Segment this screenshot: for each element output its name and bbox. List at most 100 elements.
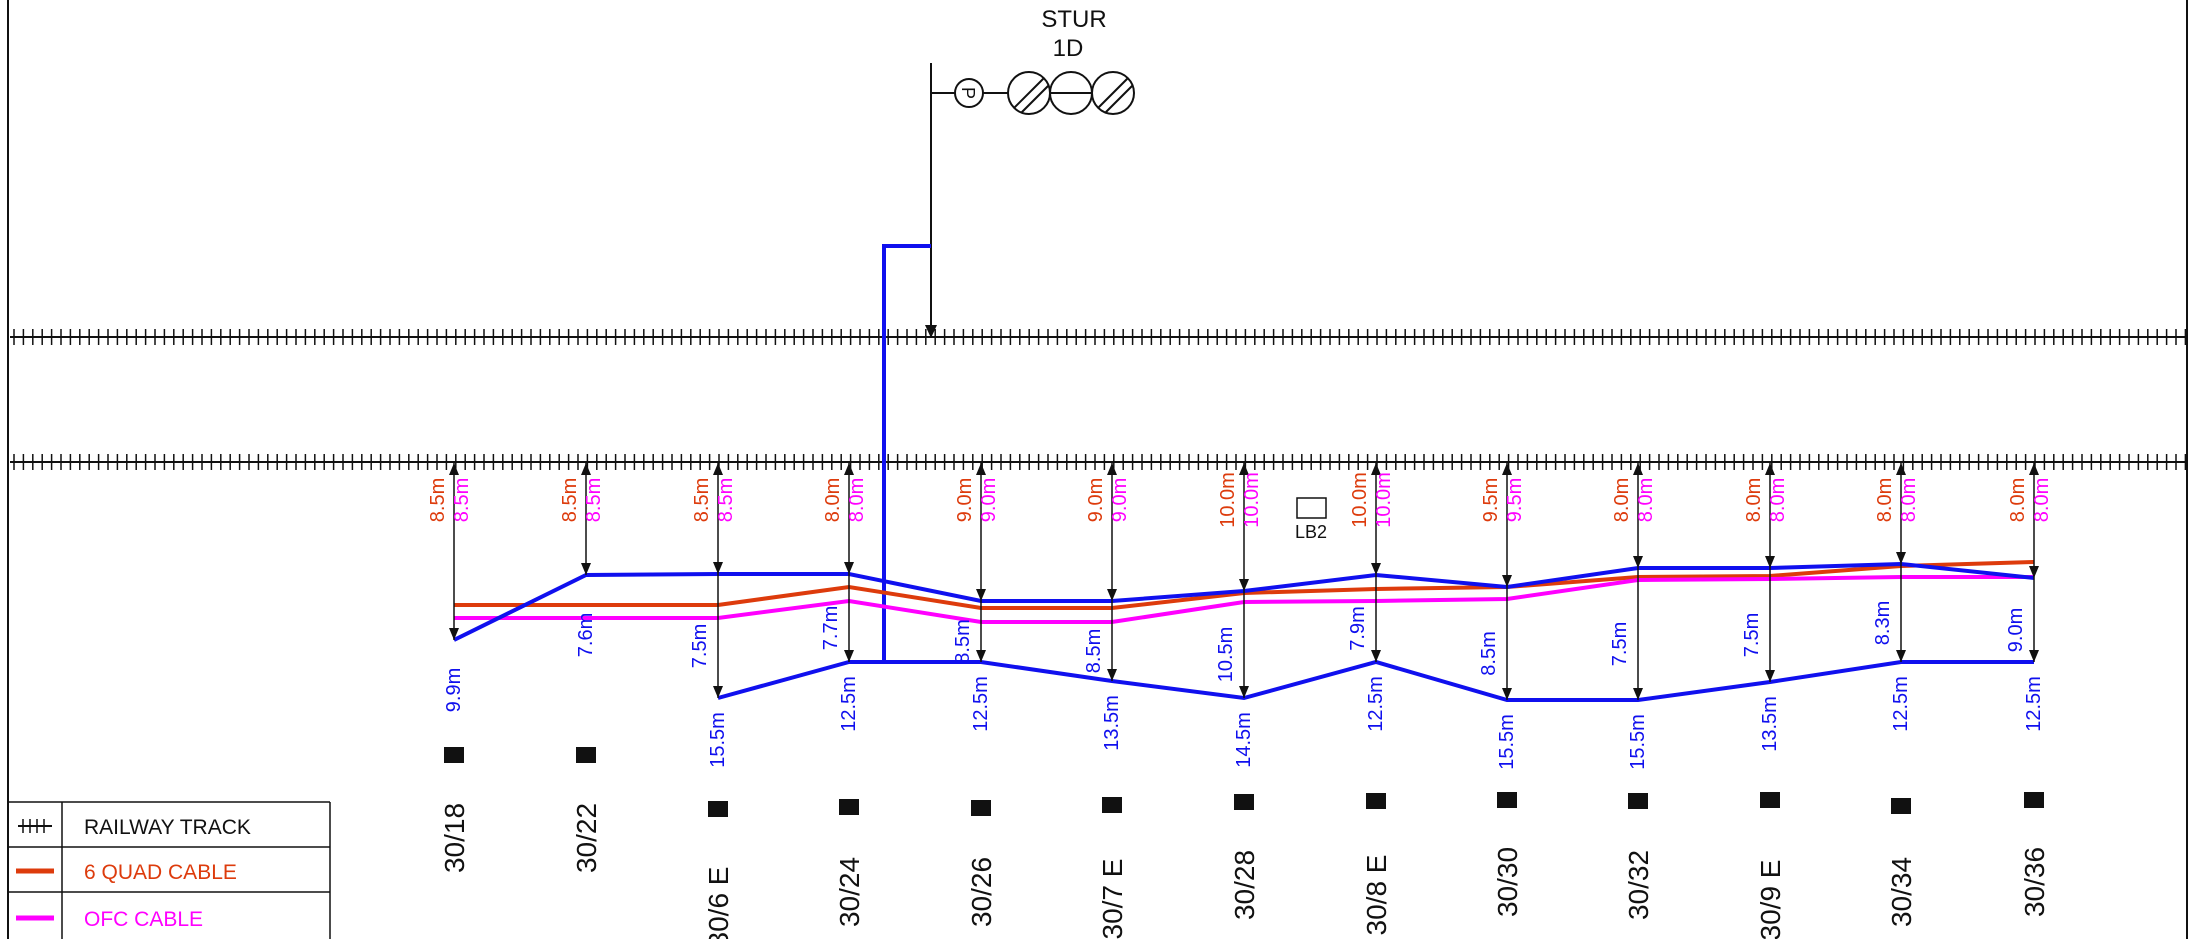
quad-offset-label: 8.5m — [691, 478, 713, 522]
lower-offset-label: 8.3m — [1872, 601, 1894, 645]
quad-offset-label: 9.0m — [1085, 478, 1107, 522]
signal-post-arrow — [925, 325, 937, 338]
arrow-head-up — [1633, 463, 1643, 475]
arrow-head-up — [713, 463, 723, 475]
dimension-group-1: 8.5m 8.5m 7.6m — [559, 463, 605, 657]
arrow-head-up — [1896, 463, 1906, 475]
far-offset-label: 15.5m — [1627, 714, 1649, 770]
location-box-label: LB2 — [1295, 522, 1327, 542]
dimension-group-12: 8.0m 8.0m 9.0m 12.5m — [2005, 463, 2053, 732]
arrow-head-up — [844, 463, 854, 475]
lower-offset-label: 7.5m — [1609, 622, 1631, 666]
far-offset-label: 14.5m — [1233, 712, 1255, 768]
arrow-head-down — [1633, 688, 1643, 700]
railway-track-upper — [10, 329, 2187, 345]
mast-icon — [1102, 797, 1122, 813]
ofc-offset-label: 8.0m — [1767, 478, 1789, 522]
quad-offset-label: 8.0m — [1611, 478, 1633, 522]
arrow-head-down — [1765, 556, 1775, 568]
lower-offset-label: 8.5m — [952, 619, 974, 663]
dimension-group-3: 8.0m 8.0m 7.7m 12.5m — [820, 463, 868, 732]
quad-offset-label: 8.5m — [559, 478, 581, 522]
far-offset-label: 15.5m — [1496, 714, 1518, 770]
ofc-offset-label: 8.5m — [583, 478, 605, 522]
arrow-head-down — [1502, 688, 1512, 700]
arrow-head-down — [1502, 575, 1512, 587]
mast-icon — [839, 799, 859, 815]
mast-1: 30/22 — [571, 747, 602, 873]
legend-track-symbol — [18, 819, 52, 833]
lower-offset-label: 10.5m — [1215, 627, 1237, 683]
arrow-head-down — [713, 562, 723, 574]
lower-offset-label: 7.9m — [1347, 606, 1369, 650]
location-box-icon — [1296, 497, 1327, 519]
mast-4: 30/26 — [966, 800, 997, 927]
mast-10: 30/9 E — [1755, 792, 1786, 940]
arrow-head-down — [1107, 669, 1117, 681]
p-marker-letter: P — [958, 87, 978, 99]
far-offset-label: 12.5m — [970, 676, 992, 732]
lower-offset-label: 7.5m — [1741, 613, 1763, 657]
arrow-head-down — [713, 686, 723, 698]
mast-id-label: 30/36 — [2019, 847, 2050, 917]
ofc-offset-label: 10.0m — [1373, 472, 1395, 528]
legend: RAILWAY TRACK 6 QUAD CABLE OFC CABLE — [8, 801, 331, 939]
mast-icon — [1891, 798, 1911, 814]
quad-offset-label: 9.0m — [954, 478, 976, 522]
mast-icon — [1366, 793, 1386, 809]
ofc-offset-label: 8.5m — [451, 478, 473, 522]
arrow-head-down — [1896, 650, 1906, 662]
mast-id-label: 30/26 — [966, 857, 997, 927]
mast-id-label: 30/30 — [1492, 847, 1523, 917]
mast-icon — [1497, 792, 1517, 808]
arrow-head-down — [1633, 556, 1643, 568]
signal-stur-1d: STUR 1D P — [925, 6, 1135, 338]
mast-icon — [1234, 794, 1254, 810]
mast-2: 30/6 E — [703, 801, 734, 944]
ofc-offset-label: 9.0m — [978, 478, 1000, 522]
route-branch-to-signal — [882, 244, 931, 663]
lower-offset-label: 8.5m — [1083, 629, 1105, 673]
dimension-group-5: 9.0m 9.0m 8.5m 13.5m — [1083, 463, 1131, 751]
mast-12: 30/36 — [2019, 792, 2050, 917]
lower-offset-label: 7.7m — [820, 606, 842, 650]
quad-offset-label: 8.0m — [2007, 478, 2029, 522]
quad-offset-label: 8.0m — [1874, 478, 1896, 522]
arrow-head-down — [844, 650, 854, 662]
arrow-head-up — [1502, 463, 1512, 475]
ofc-offset-label: 8.0m — [1898, 478, 1920, 522]
dimension-group-2: 8.5m 8.5m 7.5m 15.5m — [689, 463, 737, 768]
mast-5: 30/7 E — [1097, 797, 1128, 939]
arrow-head-down — [581, 563, 591, 575]
far-offset-label: 13.5m — [1101, 695, 1123, 751]
arrow-head-down — [844, 562, 854, 574]
mast-icon — [576, 747, 596, 763]
arrow-head-down — [976, 589, 986, 601]
mast-id-label: 30/18 — [439, 803, 470, 873]
mast-id-label: 30/22 — [571, 803, 602, 873]
quad-offset-label: 9.5m — [1480, 478, 1502, 522]
mast-icon — [1628, 793, 1648, 809]
quad-offset-label: 10.0m — [1217, 472, 1239, 528]
mast-id-label: 30/7 E — [1097, 859, 1128, 939]
arrow-head-down — [1896, 552, 1906, 564]
quad-offset-label: 8.5m — [427, 478, 449, 522]
arrow-head-down — [1239, 686, 1249, 698]
mast-icon — [708, 801, 728, 817]
railway-track-lower — [10, 454, 2187, 470]
signal-name: STUR — [1041, 6, 1106, 33]
far-offset-label: 12.5m — [838, 676, 860, 732]
lower-offset-label: 9.0m — [2005, 608, 2027, 652]
ofc-offset-label: 8.5m — [715, 478, 737, 522]
mast-icon — [2024, 792, 2044, 808]
ofc-offset-label: 9.5m — [1504, 478, 1526, 522]
mast-6: 30/28 — [1229, 794, 1260, 920]
arrow-head-down — [1765, 670, 1775, 682]
mast-8: 30/30 — [1492, 792, 1523, 917]
mast-11: 30/34 — [1886, 798, 1917, 927]
mast-id-label: 30/6 E — [703, 867, 734, 939]
dimensions-layer: 8.5m 8.5m9.9m8.5m 8.5m7.6m8.5m 8.5m7.5m15.5… — [427, 463, 2053, 770]
arrow-head-down — [1239, 579, 1249, 591]
legend-track-label: RAILWAY TRACK — [84, 816, 251, 839]
